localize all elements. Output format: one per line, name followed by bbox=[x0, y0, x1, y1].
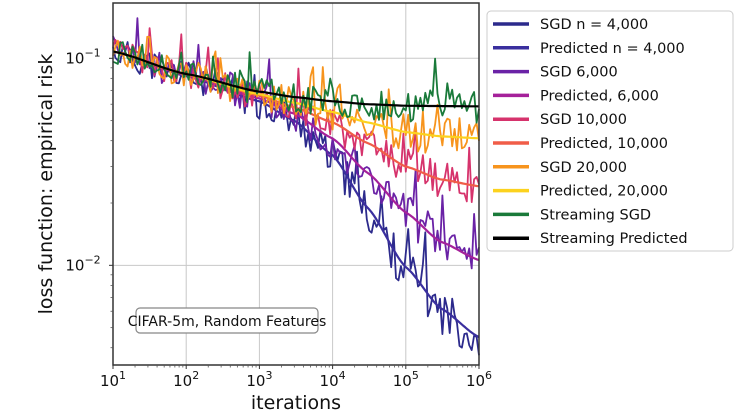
legend-item: Streaming Predicted bbox=[493, 231, 688, 247]
series-line-predicted-6-000 bbox=[112, 50, 480, 262]
legend-label: SGD 20,000 bbox=[540, 160, 627, 176]
x-tick-label: 106 bbox=[466, 369, 492, 390]
legend-label: Predicted, 6,000 bbox=[540, 88, 659, 104]
legend-item: Streaming SGD bbox=[493, 207, 651, 223]
legend-frame bbox=[486, 10, 734, 252]
x-tick-label: 105 bbox=[393, 369, 419, 390]
plot-frame bbox=[112, 2, 480, 366]
legend-label: Streaming SGD bbox=[540, 207, 651, 223]
legend-label: SGD n = 4,000 bbox=[540, 17, 648, 33]
legend-item: Predicted, 10,000 bbox=[493, 136, 668, 152]
legend: SGD n = 4,000 Predicted n = 4,000 SGD 6,00… bbox=[486, 10, 734, 252]
legend-item: SGD n = 4,000 bbox=[493, 17, 648, 33]
series-line-predicted-n-4-000 bbox=[112, 50, 480, 339]
annotation-text: CIFAR-5m, Random Features bbox=[128, 314, 327, 330]
series-line-sgd-20-000 bbox=[112, 35, 480, 154]
series-line-streaming-sgd bbox=[112, 41, 480, 124]
x-tick-label: 102 bbox=[173, 369, 199, 390]
legend-item: SGD 6,000 bbox=[493, 65, 618, 81]
legend-item: Predicted, 20,000 bbox=[493, 184, 668, 200]
minor-ticks bbox=[110, 67, 477, 368]
legend-label: SGD 10,000 bbox=[540, 112, 627, 128]
legend-item: Predicted n = 4,000 bbox=[493, 41, 685, 57]
legend-item: Predicted, 6,000 bbox=[493, 88, 659, 104]
legend-label: Predicted, 10,000 bbox=[540, 136, 668, 152]
x-tick-label: 103 bbox=[246, 369, 272, 390]
series-line-sgd-10-000 bbox=[112, 27, 480, 203]
legend-label: Predicted n = 4,000 bbox=[540, 41, 685, 57]
y-axis-title: loss function: empirical risk bbox=[35, 54, 57, 315]
series-layer bbox=[112, 17, 480, 356]
y-tick-labels: 10−1 10−2 bbox=[65, 46, 100, 274]
legend-item: SGD 10,000 bbox=[493, 112, 627, 128]
legend-label: Predicted, 20,000 bbox=[540, 184, 668, 200]
x-tick-labels: 101 102 103 104 105 106 bbox=[100, 369, 492, 390]
legend-item: SGD 20,000 bbox=[493, 160, 627, 176]
x-tick-label: 101 bbox=[100, 369, 126, 390]
annotation-frame bbox=[135, 307, 319, 334]
series-line-sgd-6-000 bbox=[112, 17, 480, 270]
legend-label: SGD 6,000 bbox=[540, 65, 618, 81]
y-tick-label: 10−2 bbox=[65, 253, 100, 274]
x-tick-label: 104 bbox=[320, 369, 346, 390]
series-line-streaming-predicted bbox=[112, 50, 480, 108]
legend-label: Streaming Predicted bbox=[540, 231, 688, 247]
annotation-box: CIFAR-5m, Random Features bbox=[128, 307, 327, 334]
x-axis-title: iterations bbox=[251, 392, 341, 414]
y-tick-label: 10−1 bbox=[65, 46, 100, 67]
